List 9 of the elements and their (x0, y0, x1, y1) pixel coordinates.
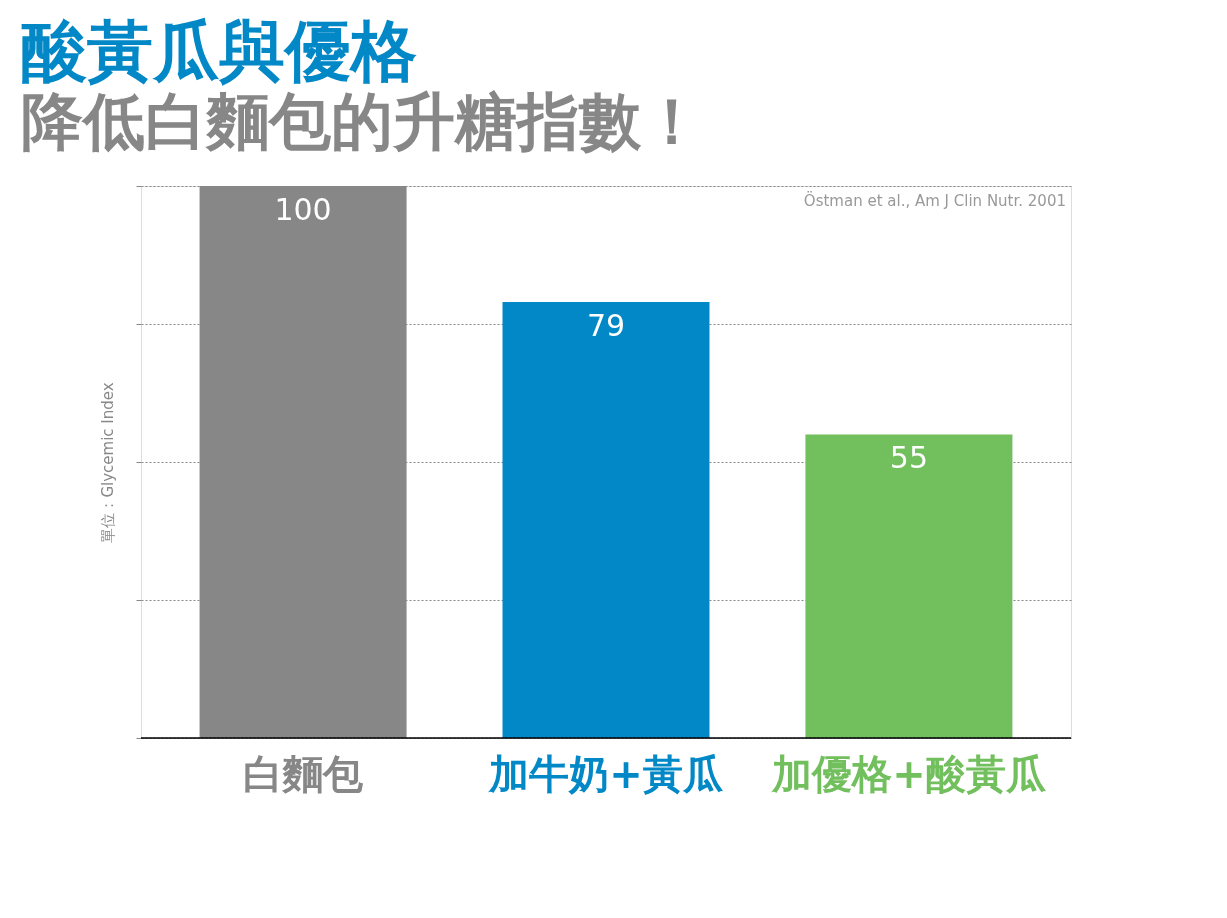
data-label: 100 (274, 192, 332, 227)
x-tick-label: 加牛奶+黃瓜 (488, 751, 724, 797)
data-label: 55 (889, 440, 929, 476)
y-axis-title: 單位：Glycemic Index (99, 382, 117, 543)
x-tick-label: 加優格+酸黃瓜 (771, 751, 1047, 797)
annotation: Östman et al., Am J Clin Nutr. 2001 (803, 191, 1066, 210)
x-tick-label: 白麵包 (243, 751, 365, 797)
data-label: 79 (586, 307, 626, 343)
chart-title: 酸黃瓜與優格 (20, 12, 417, 90)
